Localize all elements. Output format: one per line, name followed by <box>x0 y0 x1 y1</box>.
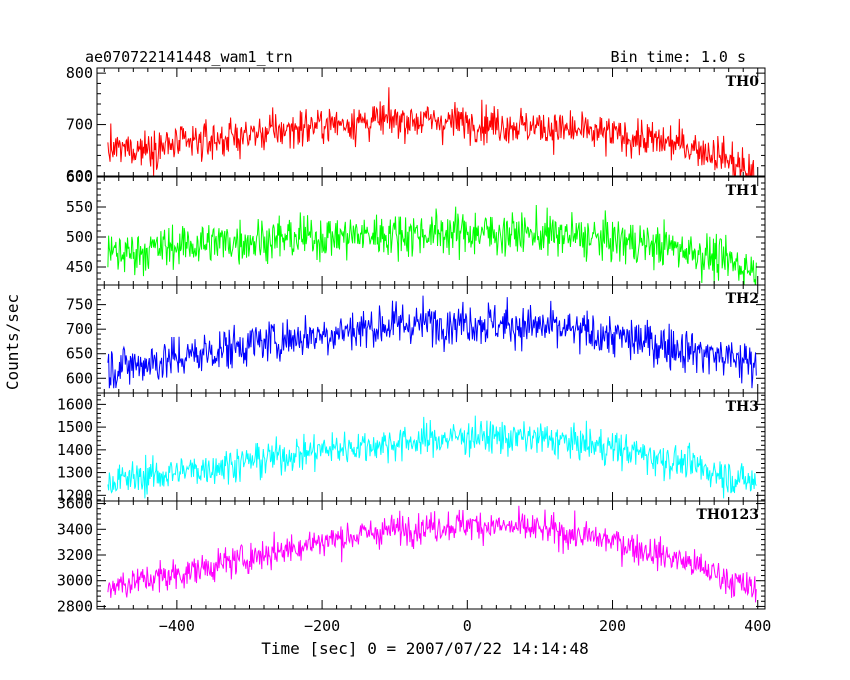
y-tick-label: 550 <box>66 198 93 216</box>
x-tick-label: 400 <box>744 617 771 635</box>
y-tick-label: 800 <box>66 64 93 82</box>
y-tick-label: 650 <box>66 345 93 363</box>
y-tick-label: 1500 <box>57 418 93 436</box>
y-tick-label: 750 <box>66 296 93 314</box>
chart-title: ae070722141448_wam1_trn <box>85 48 293 66</box>
series-line-th0 <box>107 87 756 176</box>
panel-label: TH0123 <box>696 507 759 523</box>
panel-th2: 600 650 700 750 TH2 <box>66 284 766 394</box>
y-tick-label: 700 <box>66 320 93 338</box>
x-tick-label: 0 <box>463 617 472 635</box>
bin-time-label: Bin time: 1.0 s <box>611 48 746 66</box>
y-tick-label: 450 <box>66 258 93 276</box>
series-line-th2 <box>107 295 757 389</box>
y-tick-label: 3600 <box>57 495 93 513</box>
y-tick-label: 700 <box>66 116 93 134</box>
y-tick-label: 500 <box>66 228 93 246</box>
y-tick-label: 1200 <box>57 486 93 504</box>
panel-label: TH2 <box>726 291 759 307</box>
panel-th0: 600 700 800 TH0 <box>66 64 766 185</box>
y-tick-label: 2800 <box>57 597 93 615</box>
x-tick-label: 200 <box>599 617 626 635</box>
series-line-th0123 <box>107 505 757 603</box>
y-tick-label: 3400 <box>57 520 93 538</box>
panel-th0123: 2800 3000 3200 3400 3600 TH0123 <box>57 495 766 615</box>
panel-label: TH1 <box>726 183 759 199</box>
y-tick-label: 1600 <box>57 395 93 413</box>
y-tick-label: 3000 <box>57 572 93 590</box>
x-tick-label: −200 <box>304 617 340 635</box>
panel-th3: 1200 1300 1400 1500 1600 TH3 <box>57 392 766 504</box>
y-axis-title: Counts/sec <box>3 294 22 390</box>
panel-frame <box>96 67 766 177</box>
y-tick-label: 600 <box>66 167 93 185</box>
x-axis-title: Time [sec] 0 = 2007/07/22 14:14:48 <box>261 639 589 658</box>
series-line-th1 <box>107 205 757 285</box>
panel-label: TH0 <box>726 74 760 90</box>
panel-frame <box>96 392 766 502</box>
y-tick-label: 600 <box>66 369 93 387</box>
x-tick-label: −400 <box>159 617 195 635</box>
y-tick-label: 600 <box>66 168 93 186</box>
panel-th1: 450 500 550 600 TH1 <box>66 168 766 286</box>
y-tick-label: 1400 <box>57 441 93 459</box>
panel-label: TH3 <box>726 399 759 415</box>
y-tick-label: 3200 <box>57 546 93 564</box>
y-tick-label: 1300 <box>57 464 93 482</box>
series-line-th3 <box>107 415 757 499</box>
